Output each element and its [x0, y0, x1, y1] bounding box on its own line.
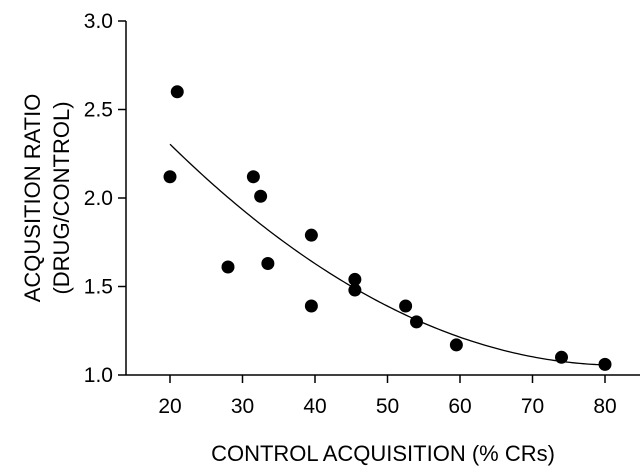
y-tick-label: 2.0 [84, 187, 113, 210]
fit-curve [169, 143, 606, 366]
data-point [348, 272, 362, 286]
data-point [555, 350, 568, 364]
x-tick-label: 30 [231, 395, 254, 418]
x-tick-label: 80 [593, 395, 616, 418]
x-tick-label: 70 [521, 395, 544, 418]
x-tick-label: 20 [158, 395, 181, 418]
x-tick-label: 50 [376, 395, 399, 418]
data-point [410, 315, 423, 329]
data-point [304, 299, 318, 313]
x-tick-label: 60 [448, 395, 471, 418]
data-point [170, 85, 184, 99]
data-point [598, 357, 612, 371]
data-point [449, 338, 463, 352]
axes [125, 21, 640, 376]
data-point [163, 170, 177, 184]
data-point [246, 170, 260, 184]
data-point [348, 283, 362, 297]
y-tick-label: 1.5 [84, 276, 113, 299]
y-axis-title: ACQUSITION RATIO (DRUG/CONTROL) [20, 94, 74, 303]
y-axis-title-line-2: (DRUG/CONTROL) [49, 101, 74, 294]
data-point [254, 189, 268, 203]
x-tick-label: 40 [303, 395, 326, 418]
y-axis-title-line-1: ACQUSITION RATIO [20, 94, 45, 303]
data-point [221, 260, 235, 274]
data-point [304, 228, 318, 242]
y-tick-label: 2.5 [84, 99, 113, 122]
x-axis-title: CONTROL ACQUISITION (% CRs) [211, 441, 555, 466]
y-tick-label: 3.0 [84, 10, 113, 33]
y-tick-label: 1.0 [84, 364, 113, 387]
data-point [399, 299, 413, 313]
data-point [261, 256, 275, 270]
data-points [163, 85, 612, 371]
x-ticks: 20 30 40 50 60 70 80 [158, 375, 617, 418]
y-ticks: 1.0 1.5 2.0 2.5 3.0 [84, 10, 126, 387]
